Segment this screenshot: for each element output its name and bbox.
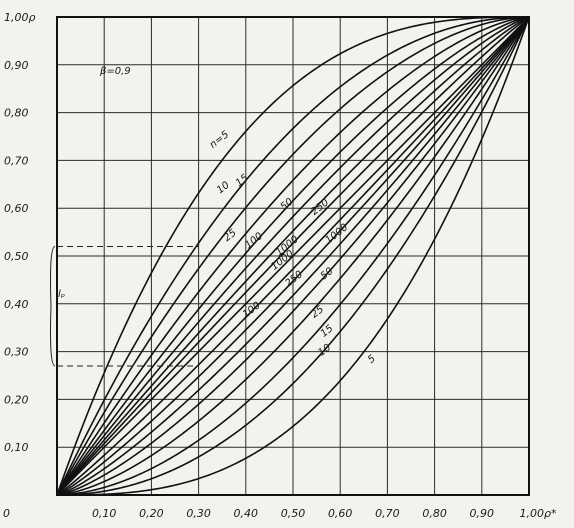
x-tick-label: 0,10 [92,507,117,520]
x-tick-label: 0,90 [470,507,495,520]
y-tick-label: 0,80 [4,107,29,120]
upper-curve-label: 15 [234,173,251,190]
curve-upper-100 [56,16,530,496]
curve-lower-25 [56,16,530,496]
annotations [50,245,199,367]
curve-upper-10 [56,16,530,496]
x-tick-label: 0,40 [234,507,259,520]
upper-curve-label: n=5 [208,129,231,151]
curves [56,16,530,496]
grid [56,16,530,496]
curve-lower-50 [56,16,530,496]
curve-lower-n5 [57,16,530,496]
axis-ticks: 0 0,10 0,20 0,30 0,40 0,50 0,60 0,70 0,80 0,90 1,0… [3,11,557,520]
curve-upper-50 [56,16,530,496]
y-tick-label: 0,10 [4,441,29,454]
curve-upper-15 [56,16,530,496]
curve-upper-250 [56,16,530,496]
x-tick-label: 0,50 [281,507,306,520]
x-tick-label: 0,20 [139,507,164,520]
lower-curve-label: 25 [309,304,326,321]
x-tick-label: 0,30 [186,507,211,520]
x-tick-label: 1,00ρ* [520,507,557,520]
x-tick-label: 0,80 [422,507,447,520]
curve-upper-25 [56,16,530,496]
curve-lower-10 [56,16,530,496]
x-tick-label: 0,70 [375,507,400,520]
plot-frame [56,16,530,496]
y-tick-label: 0,50 [4,250,29,263]
interval-bracket [50,245,56,367]
y-tick-label: 0,90 [4,59,29,72]
curve-lower-1000 [56,16,530,496]
curve-upper-1000 [56,16,530,496]
curve-lower-100 [56,16,530,496]
y-tick-label: 0,30 [4,346,29,359]
curve-lower-15 [56,16,530,496]
y-tick-label: 0,20 [4,393,29,406]
y-tick-label: 0,60 [4,202,29,215]
upper-curve-label: 10 [215,180,232,197]
y-tick-label: 0,40 [4,298,29,311]
chart-title: β=0,9 [99,66,131,77]
upper-curve-label: 1000 [323,222,350,246]
x-tick-label: 0,60 [328,507,353,520]
lower-curve-label: 5 [366,353,378,366]
interval-label: lₚ [58,289,65,300]
x-tick-label: 0 [3,507,10,520]
upper-curve-label: 25 [222,228,239,245]
y-tick-label: 1,00ρ [4,11,35,24]
curve-upper-n5 [56,16,529,496]
y-tick-label: 0,70 [4,154,29,167]
curve-lower-250 [56,16,530,496]
diagonal-line [56,16,530,496]
